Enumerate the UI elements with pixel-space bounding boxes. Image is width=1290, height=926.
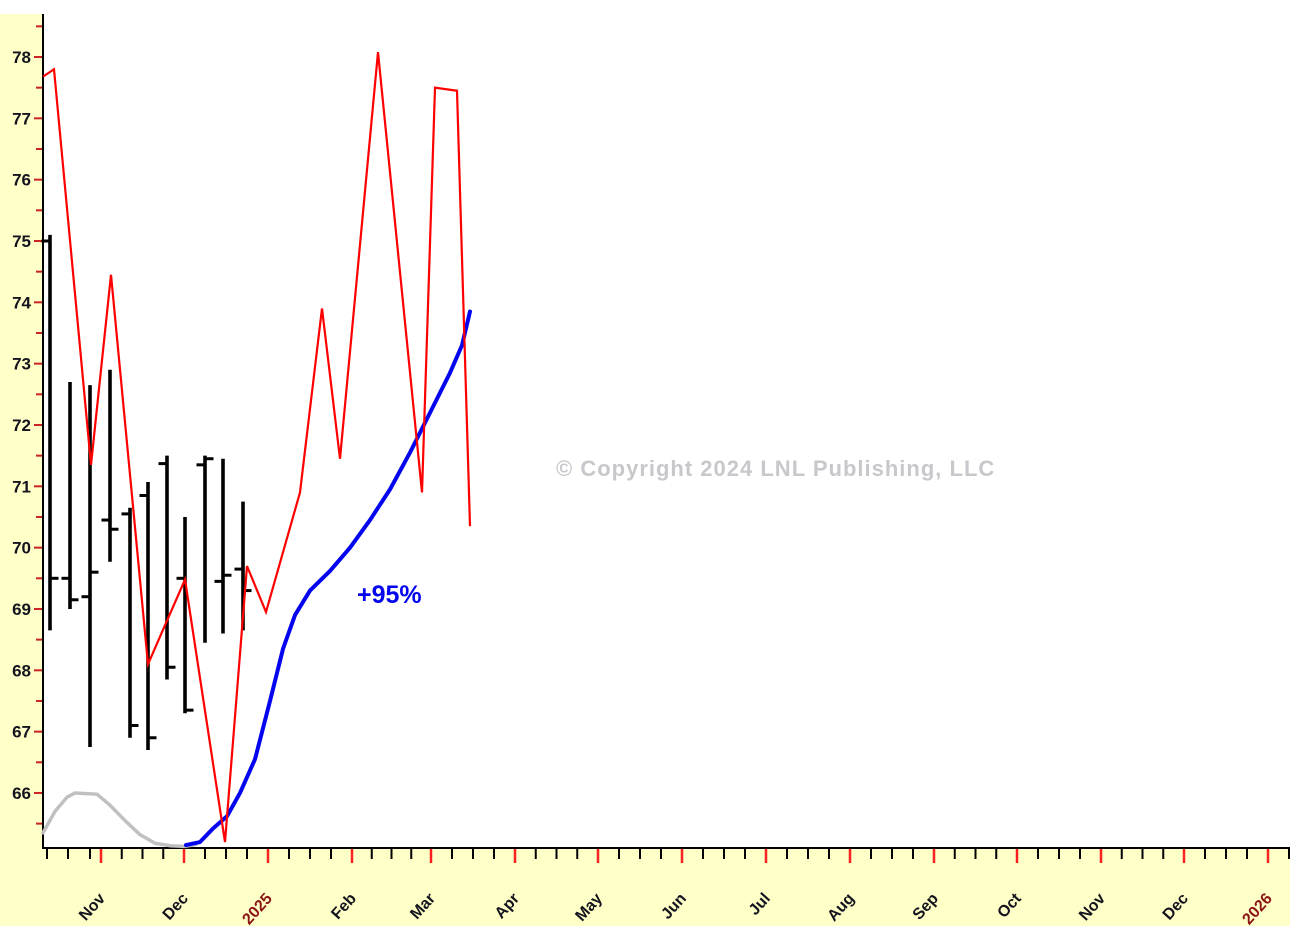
ohlc-bar [176,516,194,714]
ohlc-bars [41,234,252,751]
y-axis-label: 74 [12,293,31,312]
ohlc-bar [101,369,119,562]
ohlc-bar [121,507,139,738]
y-axis-label: 73 [12,355,31,374]
chart-gutters [0,14,1290,926]
copyright-watermark: © Copyright 2024 LNL Publishing, LLC [556,456,996,481]
y-axis-label: 75 [12,232,31,251]
ohlc-bar [196,455,214,643]
ohlc-bar [139,482,157,751]
y-axis-label: 71 [12,477,31,496]
y-axis-label: 69 [12,600,31,619]
gray-series [41,791,198,849]
y-axis-label: 70 [12,539,31,558]
y-axis: 66 67 68 69 70 71 72 73 74 75 76 77 78 [12,25,42,825]
y-axis-label: 67 [12,723,31,742]
y-axis-label: 68 [12,661,31,680]
ohlc-bar [61,382,79,609]
y-axis-label: 66 [12,784,31,803]
blue-series [184,309,472,848]
y-axis-label: 72 [12,416,31,435]
axes [42,14,1290,849]
ohlc-bar [81,385,99,747]
red-series [42,51,472,843]
ohlc-bar [158,455,176,680]
ohlc-bar [214,458,232,634]
y-axis-label: 78 [12,48,31,67]
ohlc-bar [41,234,59,631]
y-axis-label: 76 [12,171,31,190]
y-axis-label: 77 [12,109,31,128]
confidence-label: +95% [357,581,422,609]
